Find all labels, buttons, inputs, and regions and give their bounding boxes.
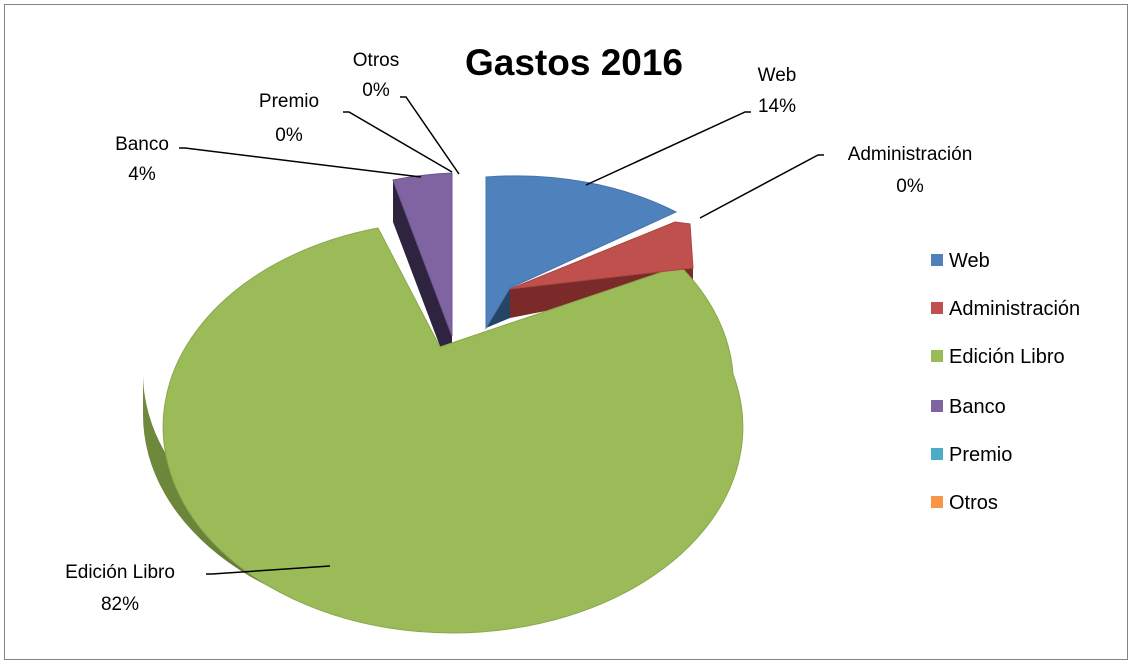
data-label-web-name: Web bbox=[758, 65, 797, 86]
leader-line-edicion-libro bbox=[206, 565, 331, 575]
data-label-administracion-percent: 0% bbox=[896, 176, 924, 197]
legend-swatch-banco bbox=[931, 400, 943, 412]
legend-label-otros: Otros bbox=[949, 492, 998, 514]
legend: Web Administración Edición Libro Banco P… bbox=[931, 250, 1080, 514]
leader-line-administracion bbox=[699, 154, 824, 219]
data-label-premio-percent: 0% bbox=[275, 125, 303, 146]
legend-swatch-administracion bbox=[931, 302, 943, 314]
data-label-banco-name: Banco bbox=[115, 134, 169, 155]
legend-label-banco: Banco bbox=[949, 396, 1006, 418]
data-labels: Otros 0% Premio 0% Banco 4% Web 14% Admi… bbox=[65, 50, 972, 615]
legend-label-edicion-libro: Edición Libro bbox=[949, 346, 1065, 368]
data-label-edicion-libro-name: Edición Libro bbox=[65, 562, 175, 583]
slice-web bbox=[485, 175, 678, 330]
legend-swatch-edicion-libro bbox=[931, 350, 943, 362]
data-label-administracion-name: Administración bbox=[848, 144, 973, 165]
legend-swatch-web bbox=[931, 254, 943, 266]
slice-administracion bbox=[509, 221, 694, 290]
leader-line-web bbox=[585, 111, 751, 186]
leader-lines bbox=[179, 96, 824, 575]
legend-label-administracion: Administración bbox=[949, 298, 1080, 320]
legend-label-web: Web bbox=[949, 250, 990, 272]
data-label-premio-name: Premio bbox=[259, 91, 319, 112]
chart-title: Gastos 2016 bbox=[465, 42, 683, 83]
data-label-edicion-libro-percent: 82% bbox=[101, 594, 139, 615]
data-label-otros-percent: 0% bbox=[362, 80, 390, 101]
legend-label-premio: Premio bbox=[949, 444, 1012, 466]
slice-edicion-libro bbox=[162, 227, 744, 634]
slice-side-banco bbox=[393, 180, 452, 378]
data-label-otros-name: Otros bbox=[353, 50, 399, 71]
leader-line-premio bbox=[343, 111, 453, 173]
leader-line-otros bbox=[400, 96, 460, 175]
slice-banco bbox=[392, 172, 453, 337]
pie-slices bbox=[162, 172, 744, 634]
legend-swatch-otros bbox=[931, 496, 943, 508]
data-label-banco-percent: 4% bbox=[128, 164, 156, 185]
leader-line-banco bbox=[179, 147, 422, 178]
legend-swatch-premio bbox=[931, 448, 943, 460]
data-label-web-percent: 14% bbox=[758, 96, 796, 117]
